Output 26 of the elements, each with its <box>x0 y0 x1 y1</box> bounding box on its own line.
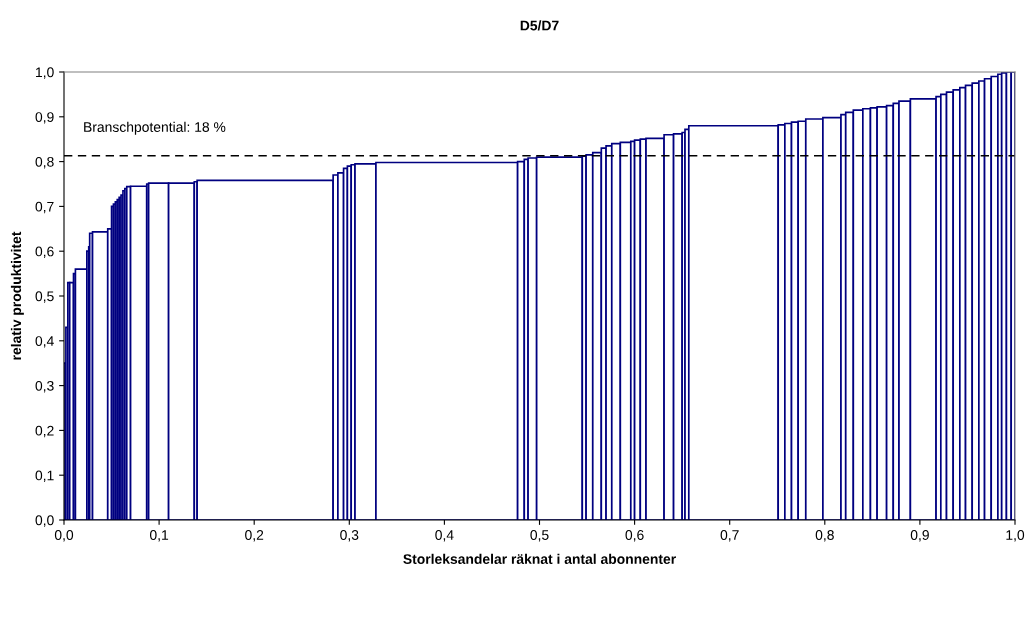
x-tick-label: 0,4 <box>435 530 454 542</box>
y-tick-label: 0,6 <box>35 246 54 259</box>
annotation: Branschpotential: 18 % <box>84 121 226 135</box>
y-tick-label: 0,1 <box>35 470 54 483</box>
x-tick-label: 0,9 <box>910 530 929 542</box>
x-tick-label: 1,0 <box>1006 530 1025 542</box>
chart-title: D5/D7 <box>520 20 559 31</box>
y-tick-label: 0,3 <box>35 380 54 393</box>
x-tick-label: 0,8 <box>815 530 834 542</box>
x-tick-label: 0,5 <box>530 530 549 542</box>
x-tick-label: 0,1 <box>149 530 169 542</box>
y-tick-label: 0,5 <box>35 291 54 303</box>
y-tick-label: 0,8 <box>35 156 54 169</box>
y-tick-label: 0,9 <box>35 112 54 124</box>
x-tick-label: 0,7 <box>720 530 739 542</box>
y-tick-label: 1,0 <box>36 67 54 79</box>
y-tick-label: 0,4 <box>35 336 54 348</box>
x-tick-label: 0,0 <box>54 530 74 542</box>
x-axis-title: Storleksandelar räknat i antal abonnenter <box>403 553 676 564</box>
y-tick-label: 0,0 <box>35 515 54 527</box>
x-tick-label: 0,6 <box>625 530 644 542</box>
x-tick-label: 0,3 <box>340 530 359 542</box>
y-axis-title: relativ produktivitet <box>10 231 24 360</box>
y-tick-label: 0,2 <box>35 425 54 438</box>
y-tick-label: 0,7 <box>35 201 54 214</box>
x-tick-label: 0,2 <box>245 530 264 542</box>
